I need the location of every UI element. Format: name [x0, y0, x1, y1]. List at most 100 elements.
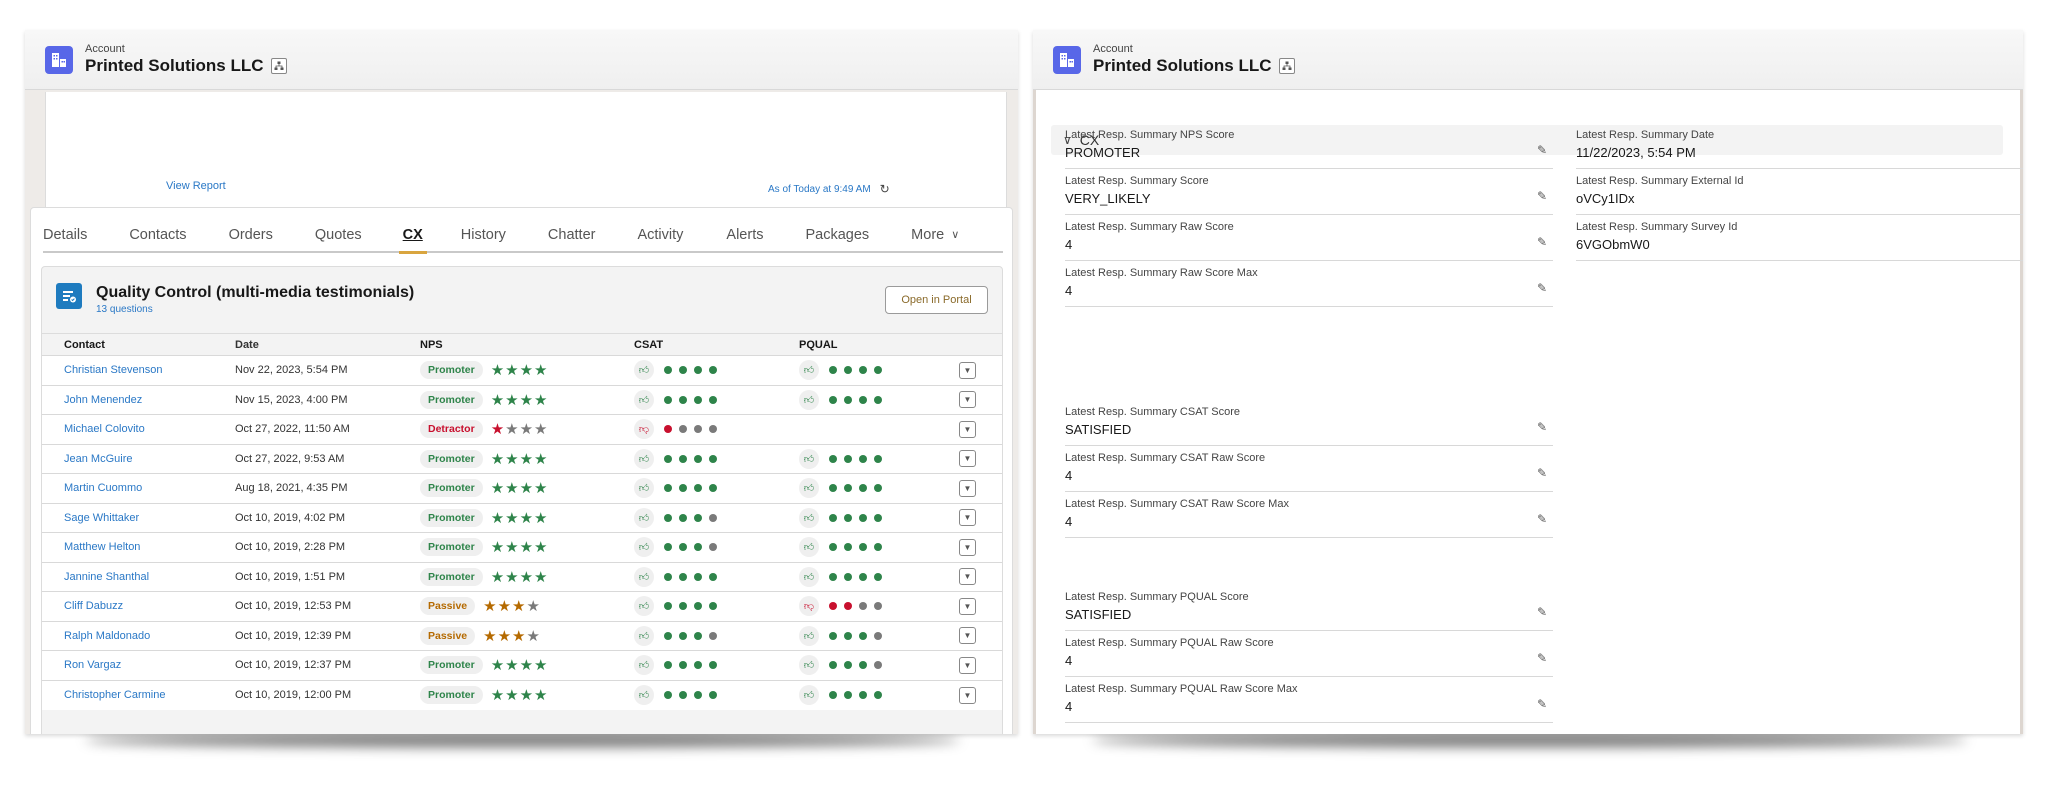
hierarchy-icon [1282, 61, 1291, 70]
score-dot [664, 572, 672, 581]
row-action-menu-button[interactable]: ▼ [959, 420, 976, 438]
nps-stars: ★★★★ [491, 657, 549, 674]
row-action-menu-button[interactable]: ▼ [959, 361, 976, 379]
score-dot [844, 691, 852, 699]
score-dot [664, 602, 672, 611]
nps-stars: ★★★★ [491, 362, 549, 379]
row-action-menu-button[interactable]: ▼ [959, 391, 976, 409]
score-dot [859, 513, 867, 522]
nps-badge: Promoter [420, 479, 483, 498]
hierarchy-button[interactable] [1278, 58, 1295, 74]
contact-link[interactable]: Christopher Carmine [64, 689, 166, 701]
field-label: Latest Resp. Summary NPS Score [1065, 129, 1235, 141]
tab-orders[interactable]: Orders [228, 227, 273, 243]
star-icon: ★ [490, 657, 506, 675]
tab-details[interactable]: Details [43, 227, 88, 243]
contact-link[interactable]: Ron Vargaz [64, 659, 122, 672]
row-action-menu-button[interactable]: ▼ [959, 686, 976, 704]
detail-field: Latest Resp. Summary Date 11/22/2023, 5:… [1576, 125, 2023, 169]
edit-pencil-icon[interactable]: ✎ [1536, 281, 1547, 295]
section-cx-header[interactable]: ∨ CX [1051, 125, 2003, 155]
contact-link[interactable]: Sage Whittaker [64, 511, 140, 524]
row-action-menu-button[interactable]: ▼ [959, 479, 976, 497]
refresh-icon[interactable]: ↻ [879, 182, 890, 196]
row-action-menu-button[interactable]: ▼ [959, 568, 976, 586]
star-icon: ★ [505, 421, 520, 439]
row-action-menu-button[interactable]: ▼ [959, 538, 976, 556]
edit-pencil-icon[interactable]: ✎ [1536, 143, 1547, 157]
column-header-date[interactable]: Date [235, 338, 259, 351]
nps-cell: Detractor ★★★★ [420, 415, 634, 445]
tab-chatter[interactable]: Chatter [547, 227, 596, 243]
pqual-dots [829, 543, 882, 552]
open-in-portal-button[interactable]: Open in Portal [885, 286, 988, 314]
row-action-menu-button[interactable]: ▼ [959, 597, 976, 615]
response-date: Oct 27, 2022, 9:53 AM [235, 452, 345, 465]
tab-cx[interactable]: CX [398, 217, 427, 254]
caret-down-icon: ▼ [963, 483, 972, 493]
tab-history[interactable]: History [460, 227, 506, 243]
nps-badge: Passive [420, 597, 476, 616]
contact-link[interactable]: Martin Cuommo [64, 482, 143, 495]
contact-link[interactable]: John Menendez [64, 393, 143, 406]
question-count-link[interactable]: 13 questions [96, 304, 153, 315]
column-header-pqual[interactable]: PQUAL [799, 338, 838, 351]
left-panel-shadow [85, 733, 960, 747]
edit-pencil-icon[interactable]: ✎ [1536, 605, 1547, 619]
left-record-panel: Account Printed Solutions LLC View Repor… [25, 30, 1018, 734]
tab-more[interactable]: More ∨ [911, 217, 959, 252]
hierarchy-button[interactable] [270, 58, 287, 74]
pqual-dots [829, 661, 882, 670]
tab-alerts[interactable]: Alerts [726, 227, 764, 243]
tab-contacts[interactable]: Contacts [129, 227, 187, 243]
score-dot [844, 454, 852, 463]
star-icon: ★ [490, 391, 506, 409]
csat-cell: 👍︎ [634, 592, 799, 622]
contact-link[interactable]: Jean McGuire [64, 452, 133, 465]
pqual-cell: 👍︎ [799, 474, 959, 504]
field-label: Latest Resp. Summary Raw Score Max [1065, 267, 1258, 279]
view-report-link[interactable]: View Report [166, 180, 226, 192]
edit-pencil-icon[interactable]: ✎ [1536, 235, 1547, 249]
row-action-menu-button[interactable]: ▼ [959, 656, 976, 674]
csat-dots [664, 395, 717, 404]
edit-pencil-icon[interactable]: ✎ [1536, 420, 1547, 434]
score-dot [709, 454, 717, 463]
tab-activity[interactable]: Activity [637, 227, 684, 243]
contact-link[interactable]: Ralph Maldonado [64, 629, 151, 642]
pqual-cell: 👍︎ [799, 444, 959, 474]
edit-pencil-icon[interactable]: ✎ [1536, 466, 1547, 480]
contact-link[interactable]: Christian Stevenson [64, 364, 163, 377]
csat-cell: 👍︎ [634, 444, 799, 474]
score-dot [859, 366, 867, 375]
table-row: Christian Stevenson Nov 22, 2023, 5:54 P… [42, 355, 1002, 385]
edit-pencil-icon[interactable]: ✎ [1536, 651, 1547, 665]
right-record-panel: Account Printed Solutions LLC ✎ ✎ ∨ CX L… [1033, 30, 2023, 734]
contact-link[interactable]: Cliff Dabuzz [64, 600, 124, 613]
edit-pencil-icon[interactable]: ✎ [1536, 189, 1547, 203]
column-header-csat[interactable]: CSAT [634, 338, 664, 351]
pqual-cell: 👍︎ [799, 503, 959, 533]
csat-dots [664, 572, 717, 581]
contact-link[interactable]: Matthew Helton [64, 541, 141, 554]
star-icon: ★ [519, 568, 535, 586]
score-dot [694, 543, 702, 552]
field-label: Latest Resp. Summary PQUAL Raw Score [1065, 637, 1274, 649]
contact-link[interactable]: Jannine Shanthal [64, 570, 150, 583]
score-dot [709, 395, 717, 404]
edit-pencil-icon[interactable]: ✎ [1536, 697, 1547, 711]
column-header-nps[interactable]: NPS [420, 338, 443, 351]
tab-quotes[interactable]: Quotes [314, 227, 362, 243]
tab-packages[interactable]: Packages [805, 227, 870, 243]
edit-pencil-icon[interactable]: ✎ [1536, 512, 1547, 526]
score-dot [829, 602, 837, 611]
column-header-contact[interactable]: Contact [64, 338, 105, 351]
row-action-menu-button[interactable]: ▼ [959, 450, 976, 468]
star-icon: ★ [490, 509, 506, 527]
score-dot [829, 661, 837, 670]
nps-cell: Promoter ★★★★ [420, 444, 634, 474]
contact-link[interactable]: Michael Colovito [64, 423, 145, 436]
row-action-menu-button[interactable]: ▼ [959, 509, 976, 527]
field-label: Latest Resp. Summary CSAT Raw Score [1065, 452, 1266, 464]
row-action-menu-button[interactable]: ▼ [959, 627, 976, 645]
